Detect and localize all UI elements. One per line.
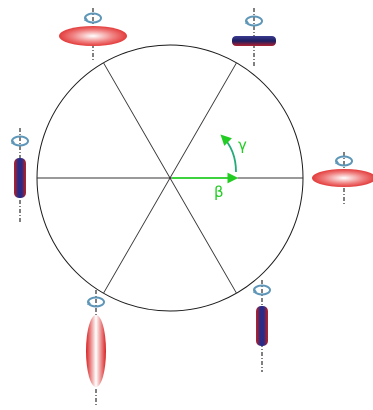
red-disc <box>86 315 106 387</box>
rotation-icon <box>84 12 102 24</box>
disc-top-right <box>232 8 276 66</box>
rotation-icon <box>245 15 263 27</box>
spoke-diagonal-b <box>103 62 237 294</box>
rotation-icon <box>335 155 353 167</box>
disc-left <box>11 128 29 222</box>
gamma-arrow <box>220 134 237 173</box>
disc-top-center <box>59 8 127 60</box>
gamma-label: γ <box>238 136 247 154</box>
blue-disc <box>14 158 26 198</box>
disc-bottom-right <box>253 280 271 372</box>
red-disc <box>59 26 127 46</box>
rotation-icon <box>253 284 271 296</box>
disc-bottom-left <box>86 290 106 405</box>
blue-disc <box>256 306 268 346</box>
rotation-icon <box>11 135 29 147</box>
red-disc <box>312 169 373 187</box>
blue-disc <box>232 36 276 46</box>
disc-right <box>312 152 373 205</box>
beta-label: β <box>214 183 224 201</box>
rotation-icon <box>87 296 105 308</box>
